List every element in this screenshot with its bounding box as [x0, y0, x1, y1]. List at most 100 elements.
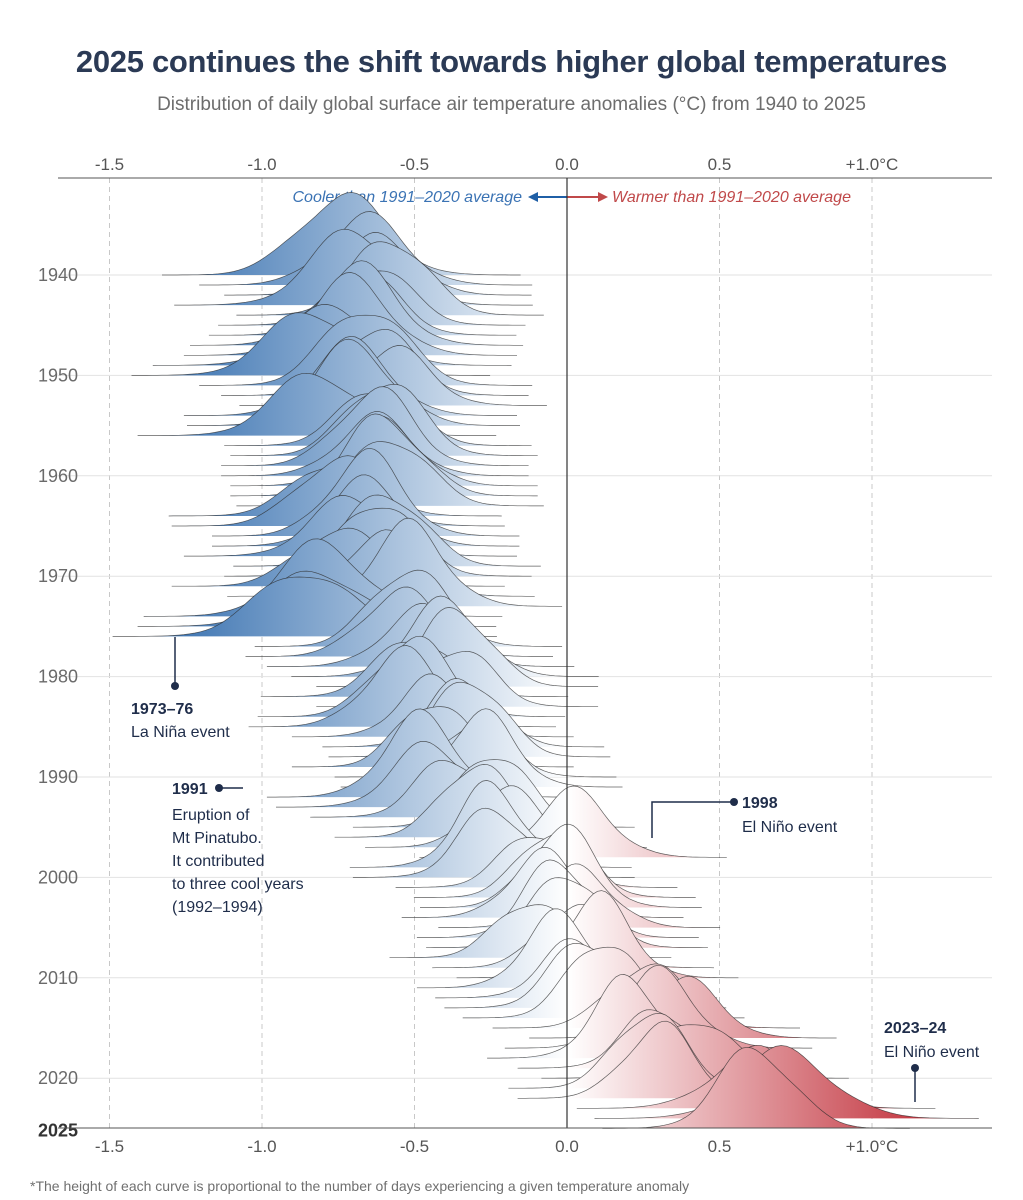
year-label: 1980	[38, 667, 78, 687]
ridge-fill-2022	[517, 1021, 800, 1099]
ridge-line-1952	[221, 328, 529, 396]
year-label: 1950	[38, 365, 78, 385]
el-nino-1998-desc: El Niño event	[742, 819, 838, 836]
ridge-line-1965	[171, 455, 505, 527]
pinatubo-title: 1991	[172, 781, 208, 798]
bottom-tick-label: +1.0°C	[846, 1137, 899, 1156]
ridge-fill-1948	[183, 272, 517, 356]
bottom-tick-label: -0.5	[400, 1137, 429, 1156]
el-nino-1998-leader	[651, 801, 734, 838]
ridge-line-1940	[162, 192, 521, 276]
annotation-2023-24: 2023–24 El Niño event	[884, 1020, 980, 1102]
bottom-tick-label: 0.0	[555, 1137, 579, 1156]
bottom-tick-label: -1.0	[247, 1137, 276, 1156]
la-nina-dot	[171, 682, 179, 690]
ridge-line-1960	[221, 411, 529, 477]
ridge-fill-1950	[131, 312, 491, 376]
ridge-line-2009	[432, 903, 715, 969]
ridge-fill-1991	[340, 708, 623, 787]
ridge-fill-1953	[239, 345, 547, 406]
warmer-arrowhead	[598, 192, 608, 202]
ridge-line-1947	[190, 260, 524, 346]
ridge-line-1967	[212, 474, 520, 547]
bottom-tick-label: -1.5	[95, 1137, 124, 1156]
pinatubo-line-2: Mt Pinatubo.	[172, 830, 262, 847]
warmer-label: Warmer than 1991–2020 average	[612, 189, 851, 206]
ridge-line-1954	[183, 335, 518, 416]
ridge-fill-1981	[316, 607, 599, 687]
direction-arrows	[528, 192, 608, 202]
ridge-line-2006	[416, 859, 699, 938]
ridge-line-2003	[420, 823, 702, 908]
ridge-fill-1976	[112, 577, 497, 637]
el-nino-2023-desc: El Niño event	[884, 1044, 980, 1061]
top-tick-label: -1.0	[247, 155, 276, 174]
year-label: 2025	[38, 1120, 78, 1140]
ridge-line-2024	[594, 1045, 979, 1119]
ridge-line-1944	[236, 241, 544, 316]
pinatubo-line-3: It contributed	[172, 853, 265, 870]
top-tick-label: -1.5	[95, 155, 124, 174]
el-nino-2023-title: 2023–24	[884, 1020, 946, 1037]
ridge-fill-2025	[602, 1047, 910, 1129]
year-axis-labels: 1940 1950 1960 1970 1980 1990 2000 2010 2020 2025	[38, 265, 78, 1140]
ridge-line-1948	[183, 272, 517, 356]
ridge-fill-1955	[187, 339, 520, 426]
year-label: 2020	[38, 1068, 78, 1088]
year-label: 1940	[38, 265, 78, 285]
ridge-fill-1988	[328, 682, 611, 757]
cooler-label: Cooler than 1991–2020 average	[292, 189, 522, 206]
ridge-line-1987	[322, 678, 605, 748]
pinatubo-line-1: Eruption of	[172, 807, 250, 824]
ridge-fill-2008	[389, 904, 672, 958]
ridge-fill-1956	[137, 373, 497, 436]
annotation-pinatubo: 1991 Eruption of Mt Pinatubo. It contrib…	[172, 781, 304, 916]
ridge-line-1980	[291, 595, 599, 677]
annotation-1998: 1998 El Niño event	[651, 795, 838, 838]
ridge-fill-1973	[254, 518, 563, 607]
top-axis-ticks: -1.5 -1.0 -0.5 0.0 0.5 +1.0°C	[95, 155, 898, 174]
ridge-fill-1998	[419, 786, 727, 858]
ridge-line-1943	[174, 228, 533, 306]
chart-title: 2025 continues the shift towards higher …	[75, 44, 948, 79]
year-label: 1960	[38, 466, 78, 486]
ridge-line-1966	[212, 447, 520, 537]
ridge-line-1984	[257, 635, 566, 718]
ridge-line-2015	[492, 963, 800, 1029]
ridge-fill-2014	[462, 947, 745, 1018]
ridge-line-2023	[576, 1044, 936, 1109]
ridge-line-2005	[438, 863, 721, 928]
la-nina-desc: La Niña event	[131, 724, 230, 741]
top-tick-label: 0.0	[555, 155, 579, 174]
ridge-fill-2010	[456, 890, 739, 978]
bottom-tick-label: 0.5	[708, 1137, 732, 1156]
ridge-fill-2020	[541, 1024, 849, 1079]
year-label: 1970	[38, 566, 78, 586]
ridge-line-2025	[602, 1046, 910, 1129]
ridge-line-1977	[254, 569, 563, 647]
el-nino-1998-title: 1998	[742, 795, 778, 812]
pinatubo-line-4: to three cool years	[172, 876, 304, 893]
ridge-fill-2017	[504, 965, 813, 1049]
pinatubo-line-5: (1992–1994)	[172, 899, 263, 916]
ridge-line-1951	[199, 314, 533, 386]
bottom-axis-ticks: -1.5 -1.0 -0.5 0.0 0.5 +1.0°C	[95, 1137, 898, 1156]
ridge-line-1949	[152, 304, 512, 366]
chart-subtitle: Distribution of daily global surface air…	[157, 94, 866, 115]
cooler-arrowhead	[528, 192, 538, 202]
annotation-la-nina: 1973–76 La Niña event	[131, 637, 230, 741]
el-nino-1998-dot	[730, 798, 738, 806]
ridge-line-1959	[221, 386, 529, 467]
ridge-fill-1985	[248, 645, 556, 727]
ridge-line-1968	[183, 495, 517, 557]
la-nina-title: 1973–76	[131, 701, 193, 718]
ridge-line-1979	[266, 603, 575, 667]
year-label: 2010	[38, 968, 78, 988]
year-label: 2000	[38, 867, 78, 887]
ridge-fill-2018	[487, 974, 769, 1059]
year-label: 1990	[38, 767, 78, 787]
ridge-fill-2000	[352, 808, 635, 878]
footnote: *The height of each curve is proportiona…	[30, 1178, 690, 1194]
ridgeline-curves	[112, 192, 979, 1129]
